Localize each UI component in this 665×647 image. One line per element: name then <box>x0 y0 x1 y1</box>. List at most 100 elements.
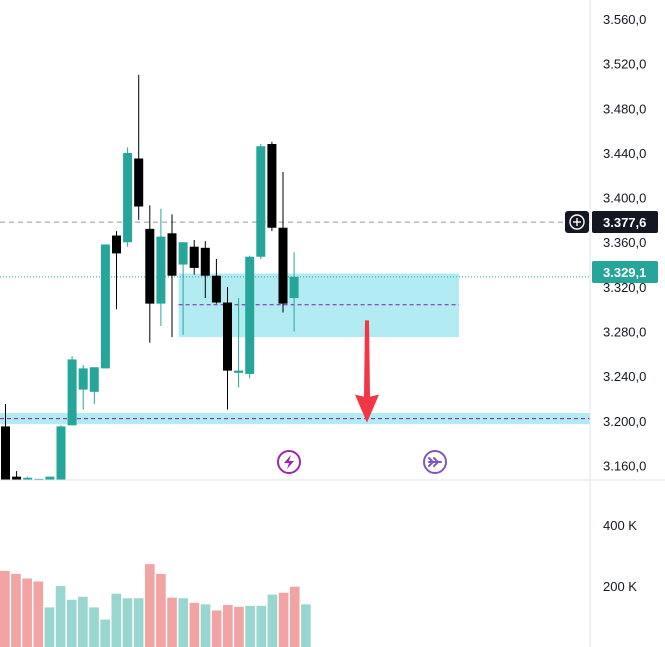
volume-layer <box>0 564 311 647</box>
candle-body <box>123 152 133 243</box>
candle <box>23 476 33 480</box>
candle <box>45 476 55 480</box>
price-tick-label: 3.320,0 <box>603 280 646 295</box>
candle-body <box>178 242 188 265</box>
crosshair-price-label: 3.377,6 <box>592 211 658 233</box>
price-tick-label: 3.160,0 <box>603 458 646 473</box>
volume-bar <box>122 598 133 647</box>
candle-body <box>56 426 66 480</box>
volume-bar <box>0 570 10 647</box>
volume-bar <box>55 586 66 647</box>
candle <box>256 144 266 259</box>
candle-body <box>200 247 210 276</box>
price-tick-label: 3.480,0 <box>603 101 646 116</box>
candle <box>245 255 255 379</box>
volume-bar <box>278 592 289 647</box>
candle <box>67 356 77 426</box>
candle-body <box>223 302 232 371</box>
volume-bar <box>133 598 144 647</box>
candle <box>267 141 277 232</box>
candle <box>56 425 66 480</box>
candle <box>200 241 210 299</box>
candle-body <box>100 244 110 369</box>
candle-body <box>23 477 33 480</box>
candle <box>123 147 133 247</box>
last-price-label: 3.329,1 <box>592 261 658 283</box>
volume-bar <box>144 564 155 647</box>
candle <box>156 208 166 326</box>
candle <box>12 471 22 480</box>
candle <box>134 74 144 220</box>
volume-bar <box>223 604 233 647</box>
volume-bar <box>245 605 255 647</box>
volume-bar <box>22 578 32 647</box>
candle-body <box>145 228 155 304</box>
volume-bar <box>211 610 222 647</box>
candle-body <box>112 235 121 254</box>
candle <box>112 231 121 310</box>
price-axis[interactable]: 3.560,0 3.520,0 3.480,0 3.440,0 3.400,0 3.360… <box>603 12 646 474</box>
volume-bar <box>200 604 211 647</box>
volume-bar <box>167 597 177 647</box>
volume-bar <box>89 607 99 647</box>
volume-bar <box>234 606 244 647</box>
candle-body <box>234 370 244 373</box>
candle-body <box>167 233 177 276</box>
candle <box>167 214 177 338</box>
candle-body <box>289 276 299 299</box>
price-tick-label: 3.440,0 <box>603 146 646 161</box>
horizontal-lines-layer <box>0 221 590 278</box>
fast-forward-icon[interactable] <box>423 450 447 474</box>
volume-bar <box>189 602 200 647</box>
price-tick-label: 3.360,0 <box>603 235 646 250</box>
volume-bar <box>78 596 88 647</box>
volume-bar <box>301 604 311 647</box>
candle <box>223 286 232 410</box>
price-tick-label: 3.280,0 <box>603 325 646 340</box>
price-tick-label: 3.200,0 <box>603 414 646 429</box>
candle-body <box>156 236 166 304</box>
candles-layer <box>1 74 299 480</box>
volume-axis[interactable]: 400 K 200 K <box>603 518 637 594</box>
volume-bar <box>111 593 122 647</box>
candle-body <box>278 227 288 304</box>
candle <box>211 258 221 304</box>
volume-bar <box>100 619 110 647</box>
volume-bar <box>66 599 77 647</box>
candle <box>178 242 188 335</box>
candle <box>234 298 244 388</box>
candle <box>1 404 10 480</box>
crosshair-price-text: 3.377,6 <box>603 215 646 230</box>
candle <box>278 171 288 313</box>
candle-body <box>1 426 10 480</box>
candle-body <box>256 146 266 257</box>
volume-bar <box>44 607 55 647</box>
candle <box>145 205 155 343</box>
volume-bar <box>256 605 267 647</box>
candle-body <box>67 359 77 426</box>
candle <box>78 365 88 410</box>
candle <box>100 244 110 369</box>
candle-body <box>45 476 55 480</box>
volume-bar <box>267 594 278 647</box>
price-tick-label: 3.240,0 <box>603 369 646 384</box>
down-arrow-drawing[interactable] <box>355 320 379 423</box>
candle <box>89 367 99 405</box>
lightning-bolt-icon[interactable] <box>277 450 301 474</box>
candle <box>289 252 299 332</box>
candle-body <box>211 275 221 303</box>
candle-body <box>89 367 99 392</box>
volume-tick-label: 200 K <box>603 579 637 594</box>
plus-circle-icon[interactable] <box>565 211 589 233</box>
candle-body <box>12 476 22 480</box>
candle-body <box>34 478 44 480</box>
last-price-text: 3.329,1 <box>603 265 646 280</box>
price-tick-label: 3.400,0 <box>603 191 646 206</box>
price-tick-label: 3.560,0 <box>603 12 646 27</box>
volume-bar <box>33 581 44 647</box>
candle-body <box>245 256 255 374</box>
volume-bar <box>289 586 300 647</box>
volume-bar <box>156 573 166 647</box>
candle-body <box>189 246 199 268</box>
